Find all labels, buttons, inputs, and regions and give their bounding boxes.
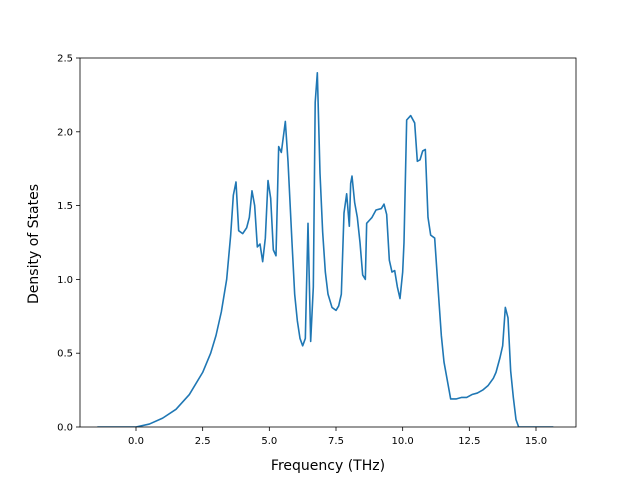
x-tick-label: 10.0 xyxy=(392,436,414,447)
x-tick-label: 15.0 xyxy=(525,436,547,447)
y-axis-ticks: 0.0 0.5 1.0 1.5 2.0 2.5 xyxy=(57,54,80,434)
x-tick-label: 2.5 xyxy=(195,436,211,447)
y-tick-label: 2.5 xyxy=(57,54,73,65)
x-tick-label: 5.0 xyxy=(261,436,277,447)
plot-area xyxy=(79,57,577,428)
y-tick-label: 0.0 xyxy=(57,423,73,434)
x-tick-label: 0.0 xyxy=(128,436,144,447)
plot-frame xyxy=(79,57,577,428)
y-tick-label: 1.0 xyxy=(57,275,73,286)
x-tick-label: 7.5 xyxy=(328,436,344,447)
y-tick-label: 0.5 xyxy=(57,349,73,360)
y-tick-label: 2.0 xyxy=(57,127,73,138)
x-axis-ticks: 0.0 2.5 5.0 7.5 10.0 12.5 15.0 xyxy=(128,427,547,447)
x-tick-label: 12.5 xyxy=(458,436,480,447)
y-axis-label: Density of States xyxy=(26,184,42,304)
series-line-0 xyxy=(97,71,554,427)
y-tick-label: 1.5 xyxy=(57,201,73,212)
x-axis-label: Frequency (THz) xyxy=(271,458,385,474)
